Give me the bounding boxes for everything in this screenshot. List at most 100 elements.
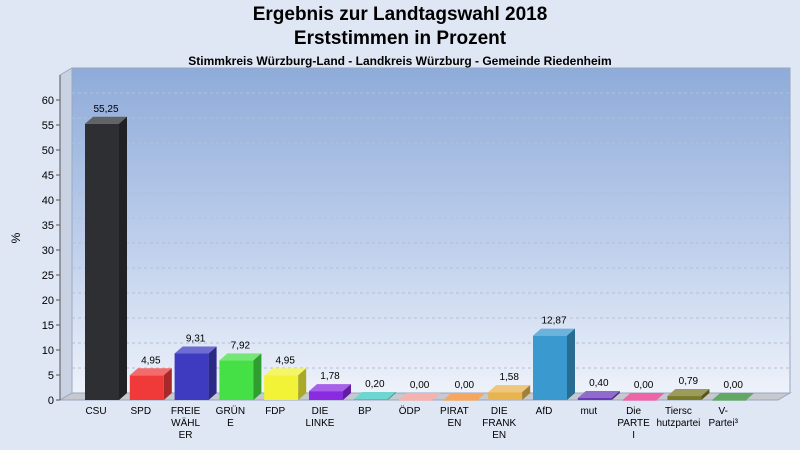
bar-top (309, 384, 351, 392)
data-label: 9,31 (186, 333, 206, 344)
data-label: 0,00 (634, 380, 654, 391)
bar (353, 399, 388, 400)
x-tick-label: FDP (265, 406, 285, 417)
chart-subtitle: Stimmkreis Würzburg-Land - Landkreis Wür… (188, 54, 612, 68)
data-label: 1,78 (320, 371, 340, 382)
x-tick-label: PARTE (617, 418, 650, 429)
y-tick-label: 20 (42, 295, 54, 307)
x-tick-label: BP (358, 406, 372, 417)
bar (577, 398, 612, 400)
y-tick-label: 60 (42, 95, 54, 107)
bar-top (443, 393, 486, 400)
y-tick-label: 10 (42, 345, 54, 357)
x-tick-label: SPD (131, 406, 152, 417)
y-tick-label: 30 (42, 245, 54, 257)
bar (622, 400, 657, 401)
data-label: 4,95 (275, 355, 295, 366)
bar-side (163, 368, 172, 400)
y-tick-label: 40 (42, 195, 54, 207)
x-tick-label: V- (718, 406, 727, 417)
x-tick-label: Partei³ (708, 418, 738, 429)
bar-side (567, 328, 575, 400)
x-tick-label: ÖDP (399, 405, 421, 417)
y-tick-label: 35 (42, 220, 54, 232)
bar-top (712, 393, 755, 400)
y-tick-label: 25 (42, 270, 54, 282)
data-label: 0,40 (589, 378, 609, 389)
x-tick-label: CSU (85, 406, 106, 417)
x-tick-label: PIRAT (440, 406, 469, 417)
bar-side (611, 391, 620, 400)
y-tick-label: 55 (42, 120, 54, 132)
bar (85, 123, 119, 400)
bar-side (701, 389, 710, 400)
bar-top (667, 389, 710, 397)
bar-top (398, 393, 441, 400)
bar-top (577, 391, 620, 398)
x-tick-label: ER (179, 430, 193, 441)
bar-top (353, 392, 396, 399)
plot-back-wall (71, 67, 791, 394)
y-tick-label: 50 (42, 145, 54, 157)
y-tick-label: 5 (48, 370, 54, 382)
x-tick-label: Tiersc (665, 406, 692, 417)
x-tick-label: FRANK (482, 418, 516, 429)
x-tick-label: mut (580, 406, 597, 417)
data-label: 0,20 (365, 379, 385, 390)
bar (309, 391, 343, 400)
x-tick-label: Die (626, 406, 641, 417)
bar-top (85, 116, 127, 124)
data-label: 0,00 (455, 380, 475, 391)
bar (533, 335, 567, 400)
bar (398, 400, 433, 401)
x-tick-label: AfD (536, 406, 553, 417)
x-tick-label: E (227, 418, 234, 429)
bar-top (488, 385, 531, 393)
x-tick-label: FREIE (171, 406, 201, 417)
bar (129, 375, 164, 400)
data-label: 7,92 (231, 340, 251, 351)
x-tick-label: EN (492, 430, 506, 441)
x-tick-label: DIE (491, 406, 508, 417)
bar-top (129, 368, 172, 376)
x-tick-label: EN (447, 418, 461, 429)
plot-side-wall (59, 67, 73, 401)
data-label: 0,79 (679, 376, 699, 387)
y-axis-label: % (9, 232, 23, 243)
bar-side (387, 392, 396, 400)
bar (264, 375, 299, 400)
bar (712, 400, 747, 401)
bar-top (264, 368, 307, 376)
y-tick-label: 0 (48, 395, 54, 407)
bar-side (522, 385, 531, 400)
bar (174, 353, 209, 400)
bar-side (343, 384, 351, 400)
bar-side (298, 368, 307, 400)
y-tick-label: 45 (42, 170, 54, 182)
data-label: 55,25 (93, 104, 118, 115)
data-label: 1,58 (499, 372, 519, 383)
bar-top (174, 346, 217, 354)
bar-side (119, 116, 127, 400)
bar (488, 392, 523, 400)
x-tick-label: LINKE (306, 418, 335, 429)
y-tick-label: 15 (42, 320, 54, 332)
data-label: 4,95 (141, 355, 161, 366)
x-tick-label: GRÜN (216, 405, 245, 417)
bar-top (622, 393, 665, 400)
bar-top (219, 353, 262, 361)
data-label: 0,00 (723, 380, 743, 391)
bar (443, 400, 478, 401)
x-tick-label: DIE (312, 406, 329, 417)
x-tick-label: hutzpartei (656, 418, 700, 429)
chart-title: Ergebnis zur Landtagswahl 2018 (252, 4, 548, 25)
bar-top (533, 328, 575, 336)
data-label: 12,87 (541, 316, 566, 327)
x-tick-label: I (632, 430, 635, 441)
bar (667, 396, 702, 400)
bar-side (208, 346, 217, 400)
bar-side (253, 353, 262, 400)
data-label: 0,00 (410, 380, 430, 391)
bar (219, 360, 254, 400)
